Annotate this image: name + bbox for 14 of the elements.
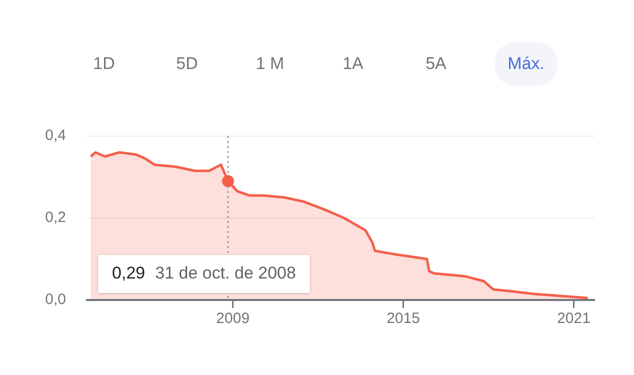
text: 5D [175, 53, 199, 75]
x-tick-label: 2009 [216, 310, 250, 328]
text: Máx. [494, 42, 558, 86]
x-tick-label: 2021 [557, 310, 590, 328]
text: 1 M [254, 53, 286, 75]
annotation: 31 de oct. de 2008 [155, 264, 296, 283]
y-tick-label: 0,4 [45, 127, 66, 144]
text: 1D [92, 53, 116, 75]
y-tick-label: 0,2 [45, 209, 66, 226]
y-tick-label: 0,0 [45, 291, 66, 308]
text: 5A [424, 53, 448, 75]
x-tick-label: 2015 [386, 310, 420, 328]
annotation: 0,29 [112, 264, 146, 283]
text: 1A [342, 53, 364, 75]
